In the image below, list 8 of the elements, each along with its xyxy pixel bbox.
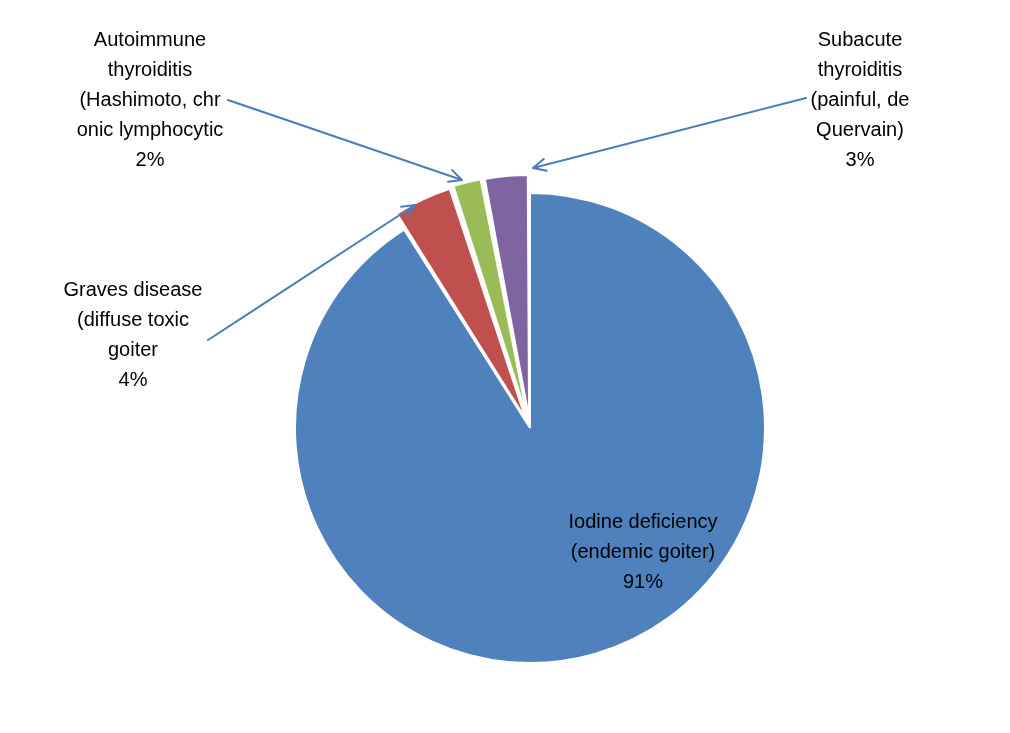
- slice-label: Subacute thyroiditis (painful, de Quervain): [810, 27, 910, 140]
- slice-label: Iodine deficiency (endemic goiter): [568, 509, 718, 562]
- data-label: 4%: [118, 367, 148, 390]
- data-label: 91%: [622, 569, 664, 592]
- slice-label: Autoimmune thyroiditis (Hashimoto, chr onic lymphocytic: [76, 27, 224, 140]
- slice-label: Graves disease (diffuse toxic goiter: [63, 277, 203, 360]
- data-label: 2%: [135, 147, 165, 170]
- data-label: 3%: [845, 147, 875, 170]
